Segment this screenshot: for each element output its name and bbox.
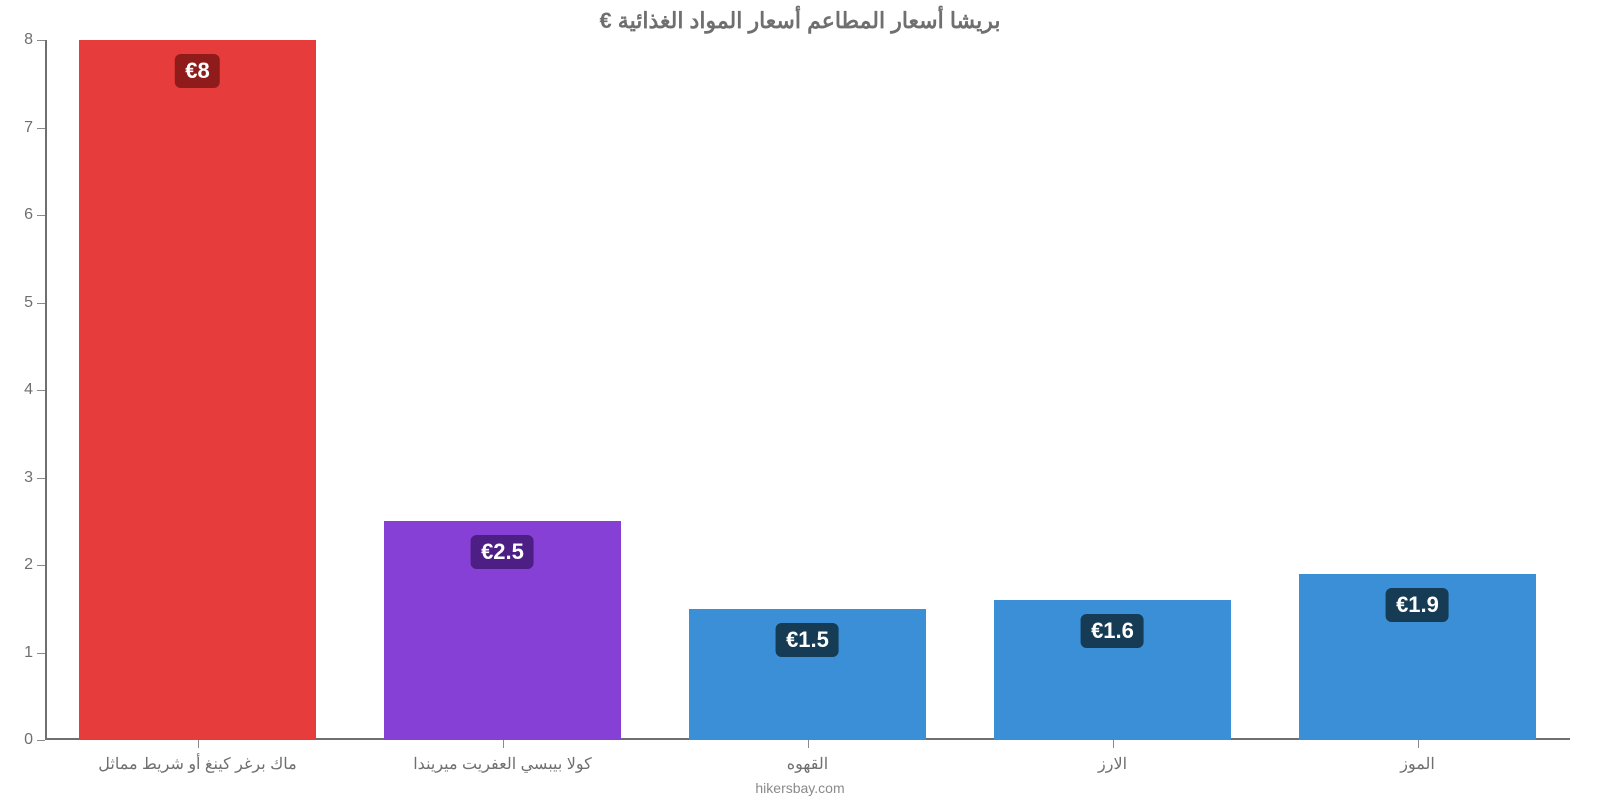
value-badge: €2.5 bbox=[471, 535, 534, 569]
y-tick bbox=[37, 653, 45, 654]
value-badge: €1.6 bbox=[1081, 614, 1144, 648]
x-tick bbox=[808, 740, 809, 748]
x-tick-label: الارز bbox=[1098, 754, 1127, 774]
y-tick-label: 3 bbox=[24, 469, 33, 487]
y-tick bbox=[37, 128, 45, 129]
chart-credit: hikersbay.com bbox=[0, 780, 1600, 796]
x-tick-label: كولا بيبسي العفريت ميريندا bbox=[413, 754, 592, 774]
bar: €2.5 bbox=[384, 521, 622, 740]
bar: €1.5 bbox=[689, 609, 927, 740]
bars-container: €8 €2.5 €1.5 €1.6 €1.9 bbox=[45, 40, 1570, 740]
bar: €1.9 bbox=[1299, 574, 1537, 740]
x-tick-label: القهوه bbox=[787, 754, 828, 774]
x-tick bbox=[1113, 740, 1114, 748]
y-tick-label: 1 bbox=[24, 644, 33, 662]
y-tick bbox=[37, 740, 45, 741]
y-tick bbox=[37, 215, 45, 216]
value-badge: €8 bbox=[175, 54, 219, 88]
bar: €1.6 bbox=[994, 600, 1232, 740]
price-bar-chart: بريشا أسعار المطاعم أسعار المواد الغذائي… bbox=[0, 0, 1600, 800]
value-badge: €1.5 bbox=[776, 623, 839, 657]
y-tick-label: 5 bbox=[24, 294, 33, 312]
plot-area: €8€2.5€1.5€1.6€1.9 012345678ماك برغر كين… bbox=[45, 40, 1570, 740]
y-tick bbox=[37, 40, 45, 41]
y-tick-label: 2 bbox=[24, 556, 33, 574]
bar: €8 bbox=[79, 40, 317, 740]
x-tick-label: ماك برغر كينغ أو شريط مماثل bbox=[98, 754, 296, 774]
y-tick-label: 7 bbox=[24, 119, 33, 137]
x-tick bbox=[198, 740, 199, 748]
value-badge: €1.9 bbox=[1386, 588, 1449, 622]
y-tick bbox=[37, 478, 45, 479]
y-tick bbox=[37, 390, 45, 391]
y-tick bbox=[37, 303, 45, 304]
x-tick bbox=[1418, 740, 1419, 748]
x-tick bbox=[503, 740, 504, 748]
y-tick bbox=[37, 565, 45, 566]
y-tick-label: 4 bbox=[24, 381, 33, 399]
x-tick-label: الموز bbox=[1400, 754, 1435, 774]
y-tick-label: 6 bbox=[24, 206, 33, 224]
chart-title: بريشا أسعار المطاعم أسعار المواد الغذائي… bbox=[0, 8, 1600, 34]
y-tick-label: 0 bbox=[24, 731, 33, 749]
y-tick-label: 8 bbox=[24, 31, 33, 49]
